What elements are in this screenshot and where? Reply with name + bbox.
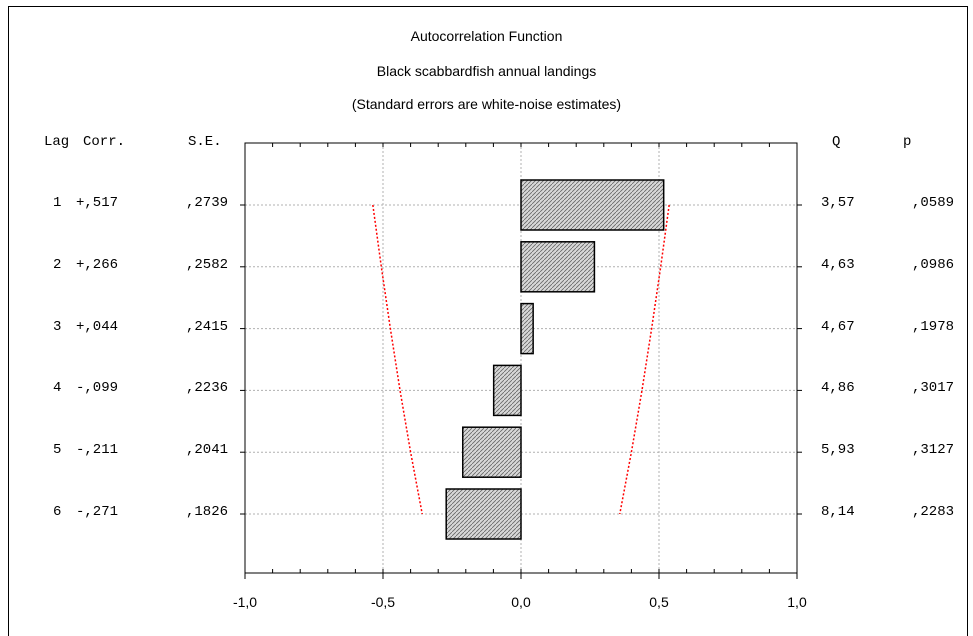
x-tick-label: 0,5 [649, 594, 669, 610]
acf-bar [492, 364, 522, 417]
table-cell-p: ,3127 [912, 442, 955, 459]
table-cell-se: ,2582 [186, 256, 229, 273]
x-tick-label: -1,0 [233, 594, 257, 610]
header-p: p [903, 134, 912, 150]
x-tick-label: -0,5 [371, 594, 395, 610]
table-cell-p: ,2283 [912, 504, 955, 520]
table-cell-q: 4,63 [821, 256, 855, 273]
table-cell-q: 4,67 [821, 318, 855, 335]
acf-bar [520, 179, 665, 231]
acf-bar [520, 241, 596, 293]
acf-bar [520, 302, 534, 355]
table-cell-corr: -,099 [76, 380, 119, 397]
table-cell-p: ,1978 [912, 318, 955, 335]
chart-frame [8, 6, 968, 636]
x-tick-label: 1,0 [787, 594, 807, 610]
header-lag: Lag [44, 134, 70, 150]
chart-title: Autocorrelation Function [410, 28, 563, 44]
chart-subtitle: Black scabbardfish annual landings [376, 63, 597, 79]
table-cell-p: ,0986 [912, 256, 955, 273]
table-cell-lag: 2 [53, 256, 62, 273]
chart-note: (Standard errors are white-noise estimat… [351, 96, 622, 112]
x-tick-label: 0,0 [511, 594, 531, 610]
header-q: Q [832, 134, 841, 150]
table-cell-corr: +,044 [76, 318, 119, 335]
acf-bar [462, 426, 522, 478]
table-cell-corr: -,211 [76, 442, 119, 459]
table-cell-p: ,0589 [912, 195, 955, 211]
upper-confidence-limit [619, 204, 670, 515]
table-cell-lag: 1 [53, 195, 62, 211]
table-cell-lag: 6 [53, 504, 62, 520]
table-cell-se: ,2041 [186, 442, 229, 459]
table-cell-corr: -,271 [76, 504, 119, 520]
table-cell-q: 8,14 [821, 504, 855, 520]
table-cell-se: ,2739 [186, 195, 229, 211]
table-cell-se: ,2415 [186, 318, 229, 335]
table-cell-q: 5,93 [821, 442, 855, 459]
table-cell-q: 4,86 [821, 380, 855, 397]
table-cell-corr: +,266 [76, 256, 119, 273]
table-cell-lag: 5 [53, 442, 62, 459]
table-cell-se: ,2236 [186, 380, 229, 397]
table-cell-lag: 4 [53, 380, 62, 397]
table-cell-se: ,1826 [186, 504, 229, 520]
table-cell-lag: 3 [53, 318, 62, 335]
header-se: S.E. [188, 134, 222, 150]
table-cell-corr: +,517 [76, 195, 119, 211]
table-cell-p: ,3017 [912, 380, 955, 397]
lower-confidence-limit [372, 204, 423, 515]
acf-bar [445, 488, 522, 540]
table-cell-q: 3,57 [821, 195, 855, 211]
header-corr: Corr. [83, 134, 126, 150]
